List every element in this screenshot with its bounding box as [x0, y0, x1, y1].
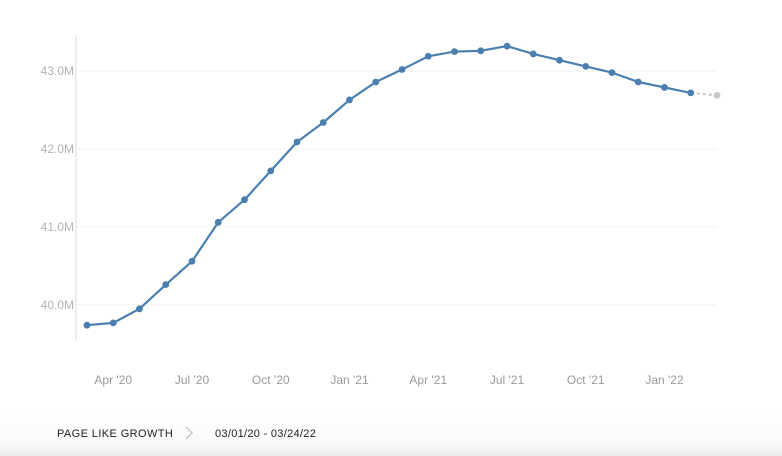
date-range[interactable]: 03/01/20 - 03/24/22	[215, 428, 317, 440]
chevron-right-icon	[185, 426, 194, 440]
x-tick-label: Jul '20	[175, 373, 210, 387]
series-line	[86, 45, 692, 327]
data-point	[398, 66, 406, 73]
y-tick-label: 40.0M	[41, 298, 74, 312]
metric-label[interactable]: PAGE LIKE GROWTH	[57, 428, 174, 440]
y-tick-label: 41.0M	[41, 220, 74, 234]
data-point	[372, 78, 380, 86]
x-tick-label: Jan '21	[330, 373, 369, 387]
y-tick-label: 42.0M	[41, 142, 74, 156]
data-point	[319, 119, 327, 126]
y-tick-label: 43.0M	[41, 64, 74, 78]
data-point	[267, 167, 275, 175]
series-points	[83, 42, 721, 329]
chart-footer: PAGE LIKE GROWTH 03/01/20 - 03/24/22	[0, 411, 782, 456]
data-point	[214, 218, 222, 226]
data-point	[83, 321, 91, 329]
data-point	[556, 56, 563, 64]
projection-line	[690, 91, 718, 97]
data-point	[608, 69, 616, 77]
x-axis: Apr '20 Jul '20 Oct '20 Jan '21 Apr '21 Jul '…	[94, 373, 684, 387]
x-tick-label: Jan '22	[645, 373, 684, 387]
x-tick-label: Oct '21	[567, 373, 605, 387]
x-tick-label: Oct '20	[252, 373, 290, 387]
data-point	[477, 47, 485, 55]
gridlines	[76, 70, 717, 306]
projection-point	[713, 91, 721, 99]
data-point	[162, 281, 170, 289]
data-point	[346, 96, 353, 104]
data-point	[529, 50, 537, 58]
data-point	[136, 305, 143, 313]
data-point	[503, 42, 511, 50]
x-tick-label: Jul '21	[490, 373, 525, 387]
y-axis: 40.0M 41.0M 42.0M 43.0M	[41, 64, 74, 312]
data-point	[241, 196, 248, 204]
data-point	[582, 63, 590, 70]
data-point	[634, 78, 642, 86]
series-lines	[86, 45, 718, 327]
data-point	[188, 257, 196, 265]
data-point	[293, 138, 301, 146]
x-tick-label: Apr '21	[409, 373, 447, 387]
x-tick-label: Apr '20	[94, 373, 132, 387]
page-like-growth-chart: 40.0M 41.0M 42.0M 43.0M Apr '20 Jul '20 Oct '…	[41, 36, 721, 387]
data-point	[661, 84, 668, 91]
data-point	[451, 48, 458, 55]
data-point	[687, 89, 695, 97]
data-point	[424, 52, 432, 60]
data-point	[109, 319, 117, 327]
